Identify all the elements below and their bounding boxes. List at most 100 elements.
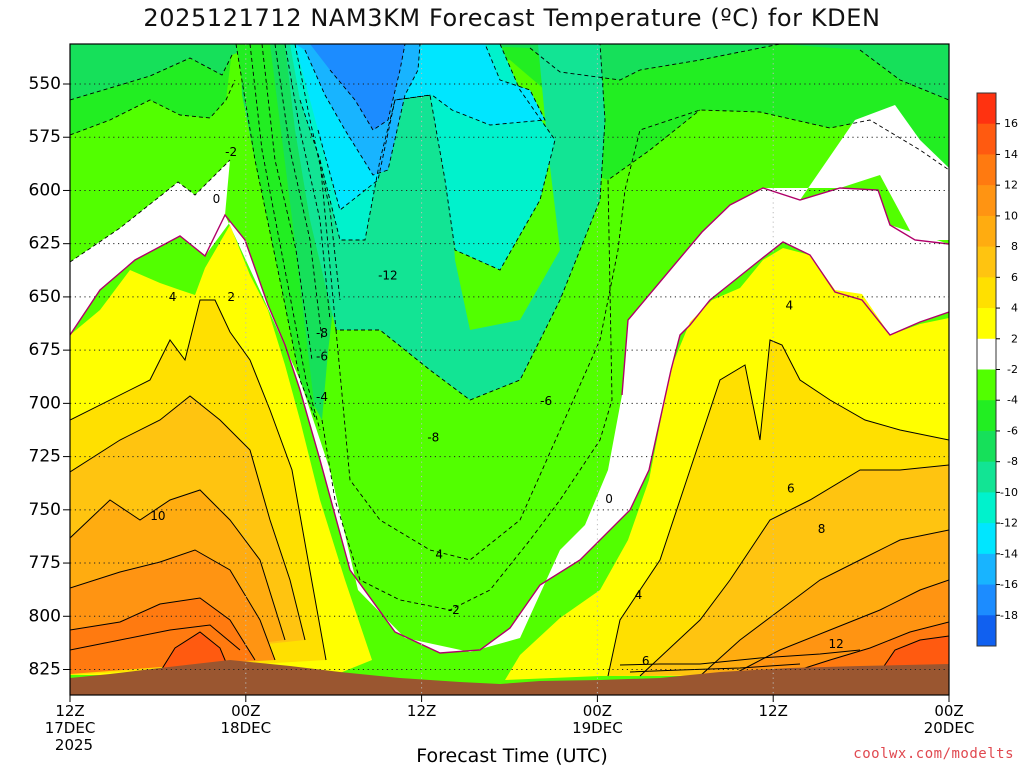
isotherm-dashed-5 [249,44,321,431]
contour-label-5: -12 [378,269,398,283]
contour-label-15: 4 [635,588,643,602]
colorbar-label-13: -10 [1000,486,1018,499]
isotherm-dashed-1 [70,54,233,101]
x-tick-label-12-0: 00Z [231,702,260,720]
colorbar-label-10: -4 [1007,394,1018,407]
colorbar-swatch-2 [977,123,996,155]
colorbar-label-12: -8 [1007,455,1018,468]
terrain-ground [70,660,949,695]
colorbar-swatch-13 [977,461,996,493]
isotherm-dashed-9 [294,44,341,301]
colorbar-label-1: 16 [1004,117,1018,130]
fill-region-12 [760,105,949,240]
isotherm-solid-12 [779,621,949,677]
colorbar-label-7: 4 [1011,302,1018,315]
y-tick-label-550: 550 [29,74,61,94]
x-tick-label-60-0: 00Z [934,702,963,720]
colorbar-label-15: -14 [1000,547,1018,560]
colorbar-swatch-16 [977,553,996,585]
colorbar-swatch-8 [977,308,996,340]
isotherm-dashed-16 [321,109,701,611]
plot-frame [69,43,950,696]
colorbar: 16 14 12 10 8 6 4 2 -2 -4 -6 -8 -10 -12 -14 -16 -18 [976,92,1018,647]
contour-label-4: 2 [227,290,235,304]
isotherm-dashed-18 [859,49,949,101]
x-tick-label-36-1: 19DEC [572,719,623,737]
fill-region-5 [236,44,316,420]
isotherm-dashed-12 [317,44,546,211]
colorbar-swatch-10 [977,369,996,401]
colorbar-label-8: 2 [1011,332,1018,345]
isotherm-solid-1 [70,299,327,661]
isotherm-zero-2 [621,187,949,396]
colorbar-swatch-18 [977,615,996,647]
colorbar-swatch-6 [977,246,996,278]
fill-region-1 [70,44,949,180]
colorbar-swatch-17 [977,584,996,616]
isotherm-solid-5 [70,597,256,661]
isotherm-zero-1 [70,213,949,654]
colorbar-label-11: -6 [1007,424,1018,437]
contour-label-3: 4 [169,290,177,304]
isotherm-solid-11 [729,579,949,677]
isotherm-solid-3 [70,489,286,641]
isotherm-solid-4 [70,549,276,661]
contour-label-12: 4 [435,548,443,562]
colorbar-swatch-7 [977,277,996,309]
isotherm-solid-13 [879,635,949,673]
x-tick-label-36-0: 00Z [583,702,612,720]
y-tick-label-775: 775 [29,553,61,573]
colorbar-swatch-15 [977,523,996,555]
isotherm-dashed-15 [335,109,949,561]
isotherm-solid-2 [70,395,306,641]
contour-label-13: -2 [448,603,460,617]
colorbar-label-9: -2 [1007,363,1018,376]
colorbar-swatch-11 [977,400,996,432]
fill-region-2 [70,44,949,100]
x-tick-label-24-0: 12Z [407,702,436,720]
isotherm-dashed-3 [70,159,231,263]
colorbar-swatch-3 [977,154,996,186]
x-tick-label-0-0: 12Z [55,702,84,720]
colorbar-label-2: 14 [1004,148,1018,161]
contour-label-16: 6 [642,654,650,668]
fill-region-11 [70,160,949,653]
colorbar-swatch-9 [977,338,996,370]
isotherm-lines [70,44,949,677]
contour-labels: -2 0 4 2 -12 -8 -6 -4 -8 -6 10 4 -2 0 4 6 4 6 8 12 [150,145,844,668]
isotherm-solid-6 [70,624,241,651]
temperature-fill-regions [70,44,949,695]
contour-label-19: 8 [818,522,826,536]
contour-label-6: -8 [316,326,328,340]
contour-label-14: 0 [605,492,613,506]
contour-label-2: 0 [213,192,221,206]
isotherm-dashed-4 [235,44,317,421]
chart-title: 2025121712 NAM3KM Forecast Temperature (… [143,4,881,32]
isotherm-solid-14 [619,649,861,666]
contour-label-1: -2 [225,145,237,159]
x-tick-label-0-1: 17DEC [45,719,96,737]
x-tick-label-0-2: 2025 [55,736,93,754]
fill-region-26 [880,636,949,672]
contour-label-17: 4 [785,298,793,312]
colorbar-label-6: 6 [1011,271,1018,284]
colorbar-swatch-4 [977,185,996,217]
y-tick-label-825: 825 [29,660,61,680]
isotherm-dashed-2 [70,79,236,136]
contour-label-11: 10 [150,509,165,523]
colorbar-swatch-12 [977,430,996,463]
colorbar-label-16: -16 [1000,578,1018,591]
isotherm-solid-10 [699,529,949,677]
y-tick-label-725: 725 [29,447,61,467]
colorbar-swatch-14 [977,492,996,524]
colorbar-label-17: -18 [1000,609,1018,622]
contour-label-9: -8 [427,430,439,444]
isotherm-dashed-14 [299,44,606,401]
y-tick-label-750: 750 [29,500,61,520]
colorbar-label-14: -12 [1000,517,1018,530]
colorbar-label-4: 10 [1004,209,1018,222]
contour-label-10: -6 [540,394,552,408]
isotherm-solid-15 [629,663,801,673]
colorbar-swatch-1 [977,93,996,125]
